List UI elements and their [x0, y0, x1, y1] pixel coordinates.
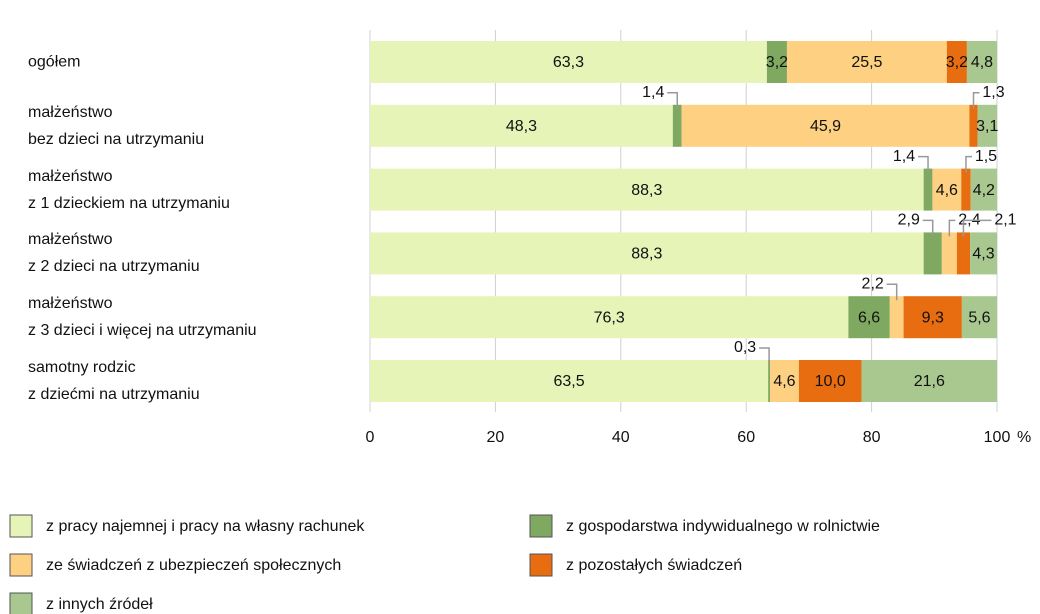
bar-segment [932, 168, 962, 211]
bar-segment [889, 296, 904, 339]
data-label: 3,2 [946, 54, 968, 71]
category-label: małżeństwo z 1 dzieckiem na utrzymaniu [28, 167, 230, 212]
bar-segment [798, 360, 862, 402]
bar-segment [961, 168, 971, 211]
x-tick-label: 60 [737, 429, 755, 446]
data-label: 45,9 [810, 118, 841, 135]
bar-segment [370, 104, 673, 147]
x-unit: % [1017, 429, 1031, 446]
legend-swatch [529, 514, 553, 538]
x-tick-label: 0 [366, 429, 375, 446]
data-label: 48,3 [506, 118, 537, 135]
legend-label: z gospodarstwa indywidualnego w rolnictw… [566, 518, 880, 535]
data-label: 76,3 [594, 309, 625, 326]
data-label: 4,8 [971, 54, 993, 71]
bar-segment [370, 168, 924, 211]
bar-segment [770, 360, 799, 402]
data-label: 2,9 [898, 212, 920, 229]
data-label: 63,5 [554, 373, 585, 390]
legend-swatch [529, 553, 553, 577]
legend-swatch [9, 514, 33, 538]
bar-segment [370, 296, 849, 339]
bar-segment [370, 360, 769, 402]
bar-segment [848, 296, 890, 339]
bar-segment [370, 41, 767, 83]
bar-segment [786, 41, 947, 83]
leader-line [972, 92, 980, 109]
category-label: samotny rodzic z dziećmi na utrzymaniu [28, 359, 200, 403]
legend-label: z pracy najemnej i pracy na własny rachu… [46, 518, 365, 535]
data-label: 4,6 [936, 182, 958, 199]
data-label: 4,6 [773, 373, 795, 390]
bar-segment [970, 168, 997, 211]
bar-segment [923, 168, 933, 211]
data-label: 10,0 [815, 373, 846, 390]
data-label: 3,2 [766, 54, 788, 71]
category-label: małżeństwo z 2 dzieci na utrzymaniu [28, 231, 200, 276]
bar-segment [672, 104, 682, 147]
legend-label: z innych źródeł [46, 596, 153, 613]
data-label: 21,6 [914, 373, 945, 390]
legend-swatch [9, 553, 33, 577]
data-label: 1,5 [975, 148, 997, 165]
leader-line [965, 155, 972, 173]
data-label: 6,6 [858, 309, 880, 326]
bar-segment [946, 41, 967, 83]
data-label: 3,1 [976, 118, 998, 135]
bar-segment [923, 232, 942, 275]
data-label: 2,2 [862, 275, 884, 292]
data-label: 88,3 [631, 182, 662, 199]
bar-segment [681, 104, 970, 147]
bar-segment [903, 296, 962, 339]
data-label: 2,1 [994, 212, 1016, 229]
data-label: 1,3 [982, 84, 1004, 101]
data-label: 5,6 [968, 309, 990, 326]
data-label: 63,3 [553, 54, 584, 71]
category-label: małżeństwo bez dzieci na utrzymaniu [28, 103, 205, 148]
data-label: 4,2 [973, 182, 995, 199]
category-label: małżeństwo z 3 dzieci i więcej na utrzym… [28, 295, 257, 340]
leader-line [886, 283, 898, 301]
bar-segment [961, 296, 997, 339]
data-label: 1,4 [893, 148, 915, 165]
bar-segment [970, 232, 997, 275]
leader-line [918, 155, 929, 173]
bar-segment [768, 360, 771, 402]
bar-segment [966, 41, 997, 83]
data-label: 4,3 [972, 246, 994, 263]
category-label: ogółem [28, 53, 81, 71]
bar-segment [766, 41, 787, 83]
bar-segment [370, 232, 924, 275]
bar-segment [956, 232, 971, 275]
leader-line [922, 219, 934, 237]
data-label: 1,4 [642, 84, 664, 101]
bar-segment [969, 104, 978, 147]
legend-swatch [9, 592, 33, 614]
legend-label: z pozostałych świadczeń [566, 557, 742, 574]
x-tick-label: 100 [984, 429, 1011, 446]
x-tick-label: 20 [487, 429, 505, 446]
data-label: 9,3 [922, 309, 944, 326]
data-label: 88,3 [631, 246, 662, 263]
data-label: 25,5 [851, 54, 882, 71]
legend-label: ze świadczeń z ubezpieczeń społecznych [46, 557, 341, 574]
bar-segment [977, 104, 997, 147]
bar-segment [941, 232, 957, 275]
data-label: 0,3 [734, 339, 756, 356]
leader-line [948, 219, 956, 237]
x-tick-label: 40 [612, 429, 630, 446]
x-tick-label: 80 [863, 429, 881, 446]
leader-line [759, 347, 770, 364]
bar-segment [861, 360, 997, 402]
leader-line [667, 92, 678, 109]
leader-line [962, 219, 992, 237]
